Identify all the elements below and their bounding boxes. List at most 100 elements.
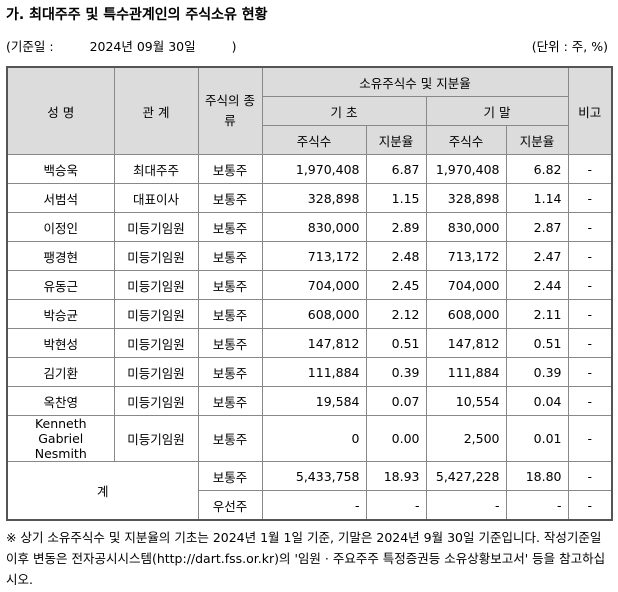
cell-note: - <box>567 415 613 462</box>
baseline-date-value: 2024년 09월 30일 <box>89 39 196 54</box>
cell-end-ratio: 0.51 <box>505 328 569 358</box>
total-row-common: 계 보통주 5,433,758 18.93 5,427,228 18.80 - <box>6 461 613 521</box>
cell-end-shares: 713,172 <box>425 241 507 271</box>
header-name: 성 명 <box>6 66 115 155</box>
shareholding-table: 성 명 관 계 주식의 종류 소유주식수 및 지분율 비고 기 초 기 말 주식… <box>6 66 614 521</box>
cell-end-shares: 111,884 <box>425 357 507 387</box>
cell-begin-ratio: 0.00 <box>365 415 427 462</box>
cell-type: 보통주 <box>197 415 263 462</box>
cell-begin-ratio: 0.07 <box>365 386 427 416</box>
cell-begin-shares: 704,000 <box>261 270 367 300</box>
table-row: 유동근 미등기임원 보통주 704,000 2.45 704,000 2.44 … <box>6 270 613 300</box>
cell-end-ratio: 0.01 <box>505 415 569 462</box>
cell-note: - <box>567 386 613 416</box>
cell-note: - <box>567 183 613 213</box>
header-note: 비고 <box>567 66 613 155</box>
cell-end-shares: 2,500 <box>425 415 507 462</box>
cell-type: 보통주 <box>197 386 263 416</box>
cell-relation: 미등기임원 <box>113 415 199 462</box>
table-row: 팽경현 미등기임원 보통주 713,172 2.48 713,172 2.47 … <box>6 241 613 271</box>
cell-end-ratio: 2.11 <box>505 299 569 329</box>
cell-note: - <box>567 299 613 329</box>
header-relation: 관 계 <box>113 66 199 155</box>
cell-end-shares: 10,554 <box>425 386 507 416</box>
cell-begin-shares: - <box>261 490 367 521</box>
cell-begin-ratio: 1.15 <box>365 183 427 213</box>
cell-begin-shares: 19,584 <box>261 386 367 416</box>
cell-relation: 대표이사 <box>113 183 199 213</box>
cell-begin-ratio: 0.39 <box>365 357 427 387</box>
cell-end-ratio: 2.44 <box>505 270 569 300</box>
cell-begin-ratio: 0.51 <box>365 328 427 358</box>
table-row: 김기환 미등기임원 보통주 111,884 0.39 111,884 0.39 … <box>6 357 613 387</box>
cell-relation: 미등기임원 <box>113 299 199 329</box>
header-end-ratio: 지분율 <box>505 125 569 155</box>
cell-begin-shares: 328,898 <box>261 183 367 213</box>
cell-name: 팽경현 <box>6 241 115 271</box>
cell-end-shares: 830,000 <box>425 212 507 242</box>
cell-note: - <box>567 270 613 300</box>
table-row: 옥찬영 미등기임원 보통주 19,584 0.07 10,554 0.04 - <box>6 386 613 416</box>
cell-end-ratio: 0.04 <box>505 386 569 416</box>
cell-begin-shares: 608,000 <box>261 299 367 329</box>
baseline-date: (기준일 : 2024년 09월 30일) <box>6 36 237 55</box>
cell-name: 옥찬영 <box>6 386 115 416</box>
cell-end-ratio: 6.82 <box>505 154 569 184</box>
footnote: ※ 상기 소유주식수 및 지분율의 기초는 2024년 1월 1일 기준, 기말… <box>6 530 606 587</box>
cell-note: - <box>567 212 613 242</box>
cell-type: 우선주 <box>197 490 263 521</box>
cell-name: 백승욱 <box>6 154 115 184</box>
cell-type: 보통주 <box>197 183 263 213</box>
cell-begin-ratio: 2.89 <box>365 212 427 242</box>
cell-end-shares: - <box>425 490 507 521</box>
table-row: 이정인 미등기임원 보통주 830,000 2.89 830,000 2.87 … <box>6 212 613 242</box>
table-row: 박현성 미등기임원 보통주 147,812 0.51 147,812 0.51 … <box>6 328 613 358</box>
cell-note: - <box>567 328 613 358</box>
cell-type: 보통주 <box>197 241 263 271</box>
baseline-label: (기준일 : <box>6 39 54 54</box>
unit-label: (단위 : 주, %) <box>531 39 608 54</box>
cell-type: 보통주 <box>197 154 263 184</box>
header-stock-type: 주식의 종류 <box>197 66 263 155</box>
cell-relation: 미등기임원 <box>113 270 199 300</box>
cell-relation: 미등기임원 <box>113 212 199 242</box>
cell-begin-shares: 0 <box>261 415 367 462</box>
header-holding: 소유주식수 및 지분율 <box>261 66 569 97</box>
cell-end-shares: 328,898 <box>425 183 507 213</box>
cell-type: 보통주 <box>197 328 263 358</box>
header-begin-shares: 주식수 <box>261 125 367 155</box>
cell-name: 이정인 <box>6 212 115 242</box>
cell-end-ratio: 0.39 <box>505 357 569 387</box>
cell-note: - <box>567 490 613 521</box>
cell-begin-shares: 830,000 <box>261 212 367 242</box>
table-row: 박승균 미등기임원 보통주 608,000 2.12 608,000 2.11 … <box>6 299 613 329</box>
table-row: 서범석 대표이사 보통주 328,898 1.15 328,898 1.14 - <box>6 183 613 213</box>
cell-end-ratio: 1.14 <box>505 183 569 213</box>
cell-begin-shares: 5,433,758 <box>261 461 367 491</box>
cell-begin-ratio: - <box>365 490 427 521</box>
cell-name: 박현성 <box>6 328 115 358</box>
table-row: Kenneth Gabriel Nesmith 미등기임원 보통주 0 0.00… <box>6 415 613 462</box>
cell-name: 김기환 <box>6 357 115 387</box>
cell-end-ratio: 2.87 <box>505 212 569 242</box>
cell-end-shares: 608,000 <box>425 299 507 329</box>
header-begin-ratio: 지분율 <box>365 125 427 155</box>
cell-relation: 미등기임원 <box>113 386 199 416</box>
cell-begin-shares: 147,812 <box>261 328 367 358</box>
total-row-preferred: 우선주 - - - - - <box>7 490 613 521</box>
cell-relation: 최대주주 <box>113 154 199 184</box>
header-end: 기 말 <box>425 96 569 126</box>
cell-name: 박승균 <box>6 299 115 329</box>
total-label: 계 <box>6 461 199 521</box>
cell-name: 서범석 <box>6 183 115 213</box>
cell-end-shares: 5,427,228 <box>425 461 507 491</box>
cell-type: 보통주 <box>197 212 263 242</box>
cell-note: - <box>567 154 613 184</box>
section-title: 가. 최대주주 및 특수관계인의 주식소유 현황 <box>6 7 268 23</box>
header-begin: 기 초 <box>261 96 427 126</box>
cell-relation: 미등기임원 <box>113 328 199 358</box>
cell-type: 보통주 <box>197 461 263 491</box>
cell-begin-ratio: 18.93 <box>365 461 427 491</box>
header-end-shares: 주식수 <box>425 125 507 155</box>
cell-end-ratio: 18.80 <box>505 461 569 491</box>
